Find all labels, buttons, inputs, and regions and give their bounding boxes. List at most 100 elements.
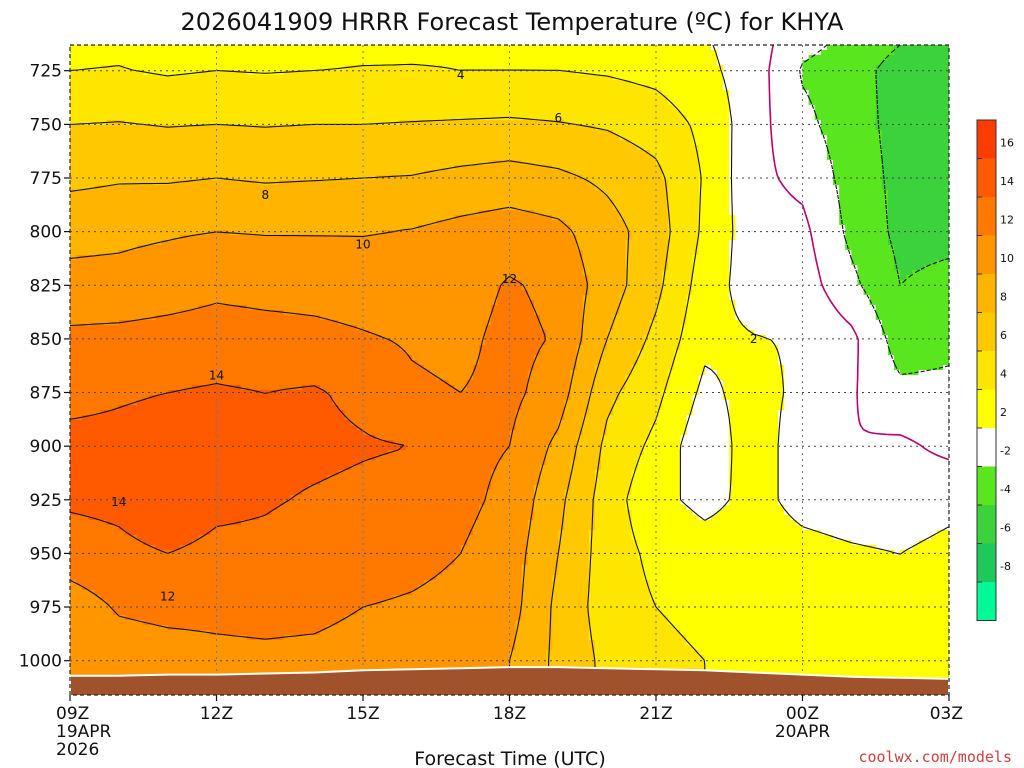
temp-cell xyxy=(101,275,108,281)
temp-cell xyxy=(143,500,150,506)
temp-cell xyxy=(149,150,156,156)
temp-cell xyxy=(247,190,254,196)
temp-cell xyxy=(107,570,114,576)
temp-cell xyxy=(284,395,291,401)
temp-cell xyxy=(125,145,132,151)
temp-cell xyxy=(107,290,114,296)
temp-cell xyxy=(88,405,95,411)
temp-cell xyxy=(296,645,303,651)
temp-cell xyxy=(290,380,297,386)
temp-cell xyxy=(186,265,193,271)
temp-cell xyxy=(113,635,120,641)
temp-cell xyxy=(265,300,272,306)
temp-cell xyxy=(113,650,120,656)
temp-cell xyxy=(253,60,260,66)
temp-cell xyxy=(180,245,187,251)
temp-cell xyxy=(76,170,83,176)
temp-cell xyxy=(125,60,132,66)
temp-cell xyxy=(119,130,126,136)
temp-cell xyxy=(143,365,150,371)
temp-cell xyxy=(223,160,230,166)
temp-cell xyxy=(198,140,205,146)
temp-cell xyxy=(229,90,236,96)
temp-cell xyxy=(137,145,144,151)
temp-cell xyxy=(278,580,285,586)
temp-cell xyxy=(131,410,138,416)
temp-cell xyxy=(162,630,169,636)
temp-cell xyxy=(259,530,266,536)
temp-cell xyxy=(88,125,95,131)
temp-cell xyxy=(235,210,242,216)
temp-cell xyxy=(76,635,83,641)
temp-cell xyxy=(131,325,138,331)
temp-cell xyxy=(229,515,236,521)
temp-cell xyxy=(107,545,114,551)
temp-cell xyxy=(82,480,89,486)
temp-cell xyxy=(131,180,138,186)
temp-cell xyxy=(271,625,278,631)
temp-cell xyxy=(143,290,150,296)
temp-cell xyxy=(192,145,199,151)
temp-cell xyxy=(259,95,266,101)
temp-cell xyxy=(223,440,230,446)
temp-cell xyxy=(290,615,297,621)
temp-cell xyxy=(253,405,260,411)
temp-cell xyxy=(143,250,150,256)
temp-cell xyxy=(149,195,156,201)
temp-cell xyxy=(143,320,150,326)
temp-cell xyxy=(82,55,89,61)
temp-cell xyxy=(94,220,101,226)
temp-cell xyxy=(119,60,126,66)
temp-cell xyxy=(94,370,101,376)
temp-cell xyxy=(198,605,205,611)
temp-cell xyxy=(204,260,211,266)
temp-cell xyxy=(253,110,260,116)
temp-cell xyxy=(82,50,89,56)
temp-cell xyxy=(284,405,291,411)
temp-cell xyxy=(143,255,150,261)
temp-cell xyxy=(125,55,132,61)
temp-cell xyxy=(119,150,126,156)
temp-cell xyxy=(113,530,120,536)
temp-cell xyxy=(284,360,291,366)
temp-cell xyxy=(198,480,205,486)
temp-cell xyxy=(149,205,156,211)
temp-cell xyxy=(253,645,260,651)
temp-cell xyxy=(82,610,89,616)
temp-cell xyxy=(253,95,260,101)
temp-cell xyxy=(174,190,181,196)
temp-cell xyxy=(168,410,175,416)
temp-cell xyxy=(131,170,138,176)
temp-cell xyxy=(223,80,230,86)
temp-cell xyxy=(119,420,126,426)
temp-cell xyxy=(88,460,95,466)
temp-cell xyxy=(107,95,114,101)
temp-cell xyxy=(70,345,77,351)
temp-cell xyxy=(107,580,114,586)
temp-cell xyxy=(168,145,175,151)
temp-cell xyxy=(284,340,291,346)
temp-cell xyxy=(247,665,254,671)
temp-cell xyxy=(168,630,175,636)
temp-cell xyxy=(125,345,132,351)
temp-cell xyxy=(271,605,278,611)
temp-cell xyxy=(88,665,95,671)
temp-cell xyxy=(180,585,187,591)
temp-cell xyxy=(168,570,175,576)
temp-cell xyxy=(247,335,254,341)
temp-cell xyxy=(107,75,114,81)
temp-cell xyxy=(168,55,175,61)
temp-cell xyxy=(119,475,126,481)
temp-cell xyxy=(284,620,291,626)
temp-cell xyxy=(192,455,199,461)
temp-cell xyxy=(82,420,89,426)
temp-cell xyxy=(223,455,230,461)
temp-cell xyxy=(278,340,285,346)
temp-cell xyxy=(253,450,260,456)
temp-cell xyxy=(155,580,162,586)
temp-cell xyxy=(113,600,120,606)
temp-cell xyxy=(253,560,260,566)
temp-cell xyxy=(284,305,291,311)
temp-cell xyxy=(113,380,120,386)
temp-cell xyxy=(198,645,205,651)
